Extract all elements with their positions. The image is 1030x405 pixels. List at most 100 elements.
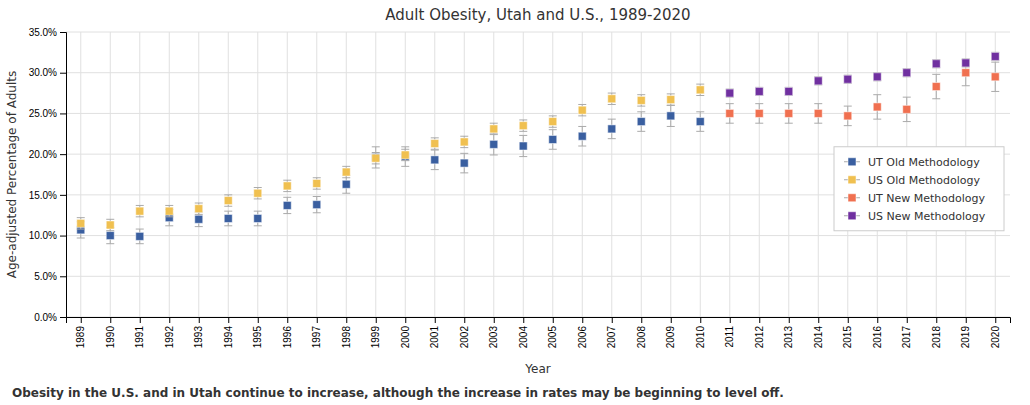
grid-line-x xyxy=(80,32,81,317)
x-tick-label: 2017 xyxy=(901,326,912,349)
error-bar xyxy=(283,180,291,191)
error-bar-cap xyxy=(667,93,675,94)
grid-line-x xyxy=(641,32,642,317)
x-tick-mark xyxy=(848,317,849,323)
error-bar-cap xyxy=(637,131,645,132)
legend-label: UT New Methodology xyxy=(868,192,986,205)
point xyxy=(549,135,557,143)
error-bar-cap xyxy=(785,103,793,104)
point xyxy=(372,153,380,161)
x-tick-mark xyxy=(435,317,436,323)
x-tick-label: 2004 xyxy=(518,326,529,349)
error-bar-cap xyxy=(991,62,999,63)
y-tick-label: 15.0% xyxy=(29,190,57,201)
point xyxy=(785,109,793,117)
x-tick-mark xyxy=(877,317,878,323)
error-bar xyxy=(932,60,940,68)
x-tick-label: 2007 xyxy=(606,326,617,349)
y-axis-line xyxy=(60,33,67,318)
y-tick: 35.0% xyxy=(29,27,66,38)
x-tick: 1998 xyxy=(341,317,352,348)
x-tick-mark xyxy=(612,317,613,323)
x-tick: 1991 xyxy=(134,317,145,348)
error-bar-cap xyxy=(254,187,262,188)
point xyxy=(224,197,232,205)
point xyxy=(608,125,616,133)
y-tick: 10.0% xyxy=(29,230,66,241)
grid-line-x xyxy=(670,32,671,317)
point xyxy=(490,125,498,133)
error-bar-cap xyxy=(519,156,527,157)
point xyxy=(578,132,586,140)
error-bar xyxy=(696,112,704,132)
y-axis-title: Age-adjusted Percentage of Adults xyxy=(5,71,19,278)
grid-line-x xyxy=(375,32,376,317)
title: Adult Obesity, Utah and U.S., 1989-2020 xyxy=(385,6,690,24)
x-axis-line xyxy=(67,318,1011,324)
point xyxy=(460,159,468,167)
error-bar-cap xyxy=(460,153,468,154)
x-tick-label: 2018 xyxy=(931,326,942,349)
error-bar-cap xyxy=(460,136,468,137)
x-tick: 2014 xyxy=(813,317,824,348)
error-bar-cap xyxy=(549,129,557,130)
legend: UT Old MethodologyUS Old MethodologyUT N… xyxy=(834,147,1004,231)
error-bar xyxy=(991,62,999,91)
point xyxy=(637,118,645,126)
error-bar xyxy=(342,175,350,193)
error-bar xyxy=(814,104,822,124)
x-tick-mark xyxy=(405,317,406,323)
y-tick-label: 5.0% xyxy=(34,271,57,282)
error-bar xyxy=(755,104,763,124)
x-tick: 2001 xyxy=(429,317,440,348)
grid-line-x xyxy=(110,32,111,317)
point xyxy=(814,77,822,85)
error-bar xyxy=(873,95,881,119)
x-tick-mark xyxy=(582,317,583,323)
x-tick: 2004 xyxy=(518,317,529,348)
error-bar-cap xyxy=(195,214,203,215)
error-bar xyxy=(313,178,321,189)
error-bar xyxy=(873,73,881,81)
x-tick: 2000 xyxy=(400,317,411,348)
series xyxy=(726,60,1000,126)
error-bar xyxy=(608,93,616,104)
y-tick-mark xyxy=(60,236,66,237)
error-bar-cap xyxy=(549,127,557,128)
x-tick: 1993 xyxy=(193,317,204,348)
point xyxy=(283,182,291,190)
error-bar-cap xyxy=(519,119,527,120)
y-tick-label: 10.0% xyxy=(29,230,57,241)
error-bar-cap xyxy=(785,123,793,124)
error-bar xyxy=(342,166,350,177)
x-tick-label: 1993 xyxy=(193,326,204,349)
error-bar-cap xyxy=(372,167,380,168)
error-bar xyxy=(519,120,527,131)
error-bar xyxy=(460,153,468,173)
error-bar-cap xyxy=(431,169,439,170)
error-bar-cap xyxy=(136,229,144,230)
point xyxy=(549,118,557,126)
error-bar xyxy=(696,84,704,95)
error-bar-cap xyxy=(224,194,232,195)
error-bar-cap xyxy=(224,225,232,226)
point xyxy=(962,69,970,77)
point xyxy=(726,109,734,117)
error-bar-cap xyxy=(342,177,350,178)
x-tick: 2007 xyxy=(606,317,617,348)
error-bar-cap xyxy=(667,126,675,127)
x-tick: 1996 xyxy=(282,317,293,348)
legend-label: US New Methodology xyxy=(868,210,986,223)
error-bar-cap xyxy=(401,160,409,161)
point xyxy=(667,112,675,120)
x-tick-label: 1994 xyxy=(223,326,234,349)
point xyxy=(77,219,85,227)
error-bar-cap xyxy=(431,149,439,150)
error-bar-cap xyxy=(431,150,439,151)
x-tick-mark xyxy=(346,317,347,323)
error-bar-cap xyxy=(254,225,262,226)
x-tick: 2018 xyxy=(931,317,942,348)
legend-swatch xyxy=(848,176,856,184)
x-tick-label: 2006 xyxy=(577,326,588,349)
error-bar xyxy=(519,135,527,156)
